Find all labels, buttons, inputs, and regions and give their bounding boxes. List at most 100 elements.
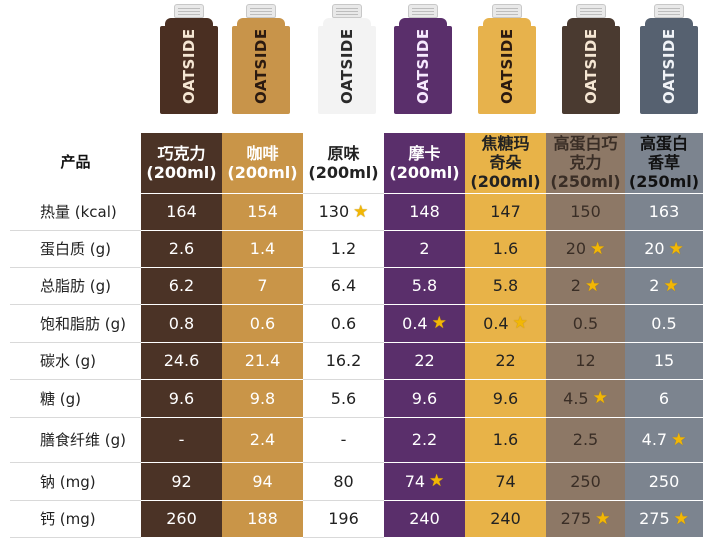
cell-value: 12	[575, 351, 596, 370]
cell-value: 0.4	[402, 313, 428, 333]
cell-value: 20	[644, 239, 665, 258]
column-header-size: (200ml)	[146, 162, 217, 182]
carton-cap	[408, 4, 438, 18]
table-cell: 1.6	[465, 417, 546, 463]
cell-wrapper: 2 ★	[649, 276, 678, 296]
table-cell: 16.2	[303, 342, 384, 380]
cell-value: 2	[419, 239, 430, 258]
carton-body	[478, 26, 536, 114]
cell-value: 2	[570, 276, 581, 295]
carton-brand-logo: OATSIDE	[498, 28, 516, 104]
cell-value: 2.6	[168, 239, 195, 258]
cell-wrapper: 24.6	[164, 351, 200, 370]
cell-value: 22	[414, 351, 435, 370]
cell-wrapper: 9.6	[412, 389, 437, 408]
table-cell: 2.2	[384, 417, 465, 463]
cell-value: 163	[648, 202, 680, 221]
row-label: 碳水 (g)	[10, 342, 141, 380]
cell-value: 0.4	[483, 313, 509, 333]
table-cell: 240	[465, 500, 546, 538]
carton-top	[645, 18, 693, 28]
cell-wrapper: 163	[649, 202, 680, 221]
column-header: 摩卡 (200ml)	[384, 133, 465, 194]
carton-top	[165, 18, 213, 28]
table-cell: -	[303, 417, 384, 463]
cell-wrapper: 0.4 ★	[483, 313, 528, 333]
cell-value: 2	[649, 276, 660, 295]
cell-value: 9.6	[168, 388, 195, 408]
cell-wrapper: 2.5	[573, 430, 598, 449]
cell-wrapper: 1.6	[493, 430, 518, 449]
table-cell: 5.8	[465, 267, 546, 305]
cell-wrapper: 0.5	[573, 314, 598, 333]
table-cell: 130 ★	[303, 193, 384, 231]
table-cell: 0.5	[546, 304, 625, 343]
product-carton-image: OATSIDE	[232, 4, 290, 116]
cell-wrapper: 6.4	[331, 276, 356, 295]
table-cell: 12	[546, 342, 625, 380]
table-cell: 20 ★	[625, 230, 703, 268]
row-label: 糖 (g)	[10, 379, 141, 418]
cell-wrapper: 1.6	[493, 239, 518, 258]
cell-wrapper: 250	[570, 472, 601, 491]
table-cell: 5.8	[384, 267, 465, 305]
table-cell: 24.6	[141, 342, 222, 380]
table-cell: 260	[141, 500, 222, 538]
cell-wrapper: 9.8	[250, 389, 275, 408]
table-cell: 147	[465, 193, 546, 231]
row-label: 饱和脂肪 (g)	[10, 304, 141, 343]
cell-wrapper: 196	[328, 509, 359, 528]
cell-wrapper: 260	[166, 509, 197, 528]
star-icon: ★	[668, 238, 684, 259]
carton-body	[232, 26, 290, 114]
star-icon: ★	[353, 201, 369, 222]
cell-value: 7	[257, 276, 268, 295]
cell-wrapper: 147	[490, 202, 521, 221]
table-cell: 196	[303, 500, 384, 538]
cell-value: 2.5	[572, 430, 599, 449]
cell-wrapper: 0.6	[250, 314, 275, 333]
cell-wrapper: 164	[166, 202, 197, 221]
table-cell: 2	[384, 230, 465, 268]
cell-wrapper: 2	[419, 239, 429, 258]
table-cell: 188	[222, 500, 303, 538]
carton-top	[399, 18, 447, 28]
carton-cap	[246, 4, 276, 18]
cell-wrapper: 9.6	[169, 389, 194, 408]
cell-value: 188	[247, 509, 278, 528]
cell-wrapper: 130 ★	[319, 202, 369, 222]
cell-value: 275	[639, 509, 670, 528]
product-carton-image: OATSIDE	[160, 4, 218, 116]
carton-body	[160, 26, 218, 114]
cell-value: 0.8	[168, 313, 195, 333]
cell-value: 1.4	[249, 239, 276, 258]
row-label: 热量 (kcal)	[10, 193, 141, 231]
table-row: 钠 (mg) 92 94 80 74 ★ 74 250 250	[10, 462, 703, 501]
cell-value: 9.6	[411, 388, 438, 408]
cell-value: 260	[166, 509, 197, 528]
cell-value: -	[178, 430, 185, 449]
cell-wrapper: 74 ★	[405, 471, 445, 491]
table-row: 热量 (kcal) 164 154 130 ★ 148 147 150 163	[10, 193, 703, 231]
cell-value: 6.4	[330, 276, 357, 295]
star-icon: ★	[431, 313, 447, 333]
cell-value: 130	[318, 202, 350, 221]
table-cell: 150	[546, 193, 625, 231]
cell-wrapper: 21.4	[245, 351, 281, 370]
table-cell: 2.6	[141, 230, 222, 268]
column-header-size: (250ml)	[550, 172, 621, 192]
cell-wrapper: 2.6	[169, 239, 194, 258]
cell-value: 15	[653, 351, 675, 370]
column-header: 原味 (200ml)	[303, 133, 384, 194]
cell-wrapper: 0.8	[169, 314, 194, 333]
cell-value: -	[340, 430, 347, 449]
product-carton-image: OATSIDE	[478, 4, 536, 116]
table-cell: 250	[625, 462, 703, 501]
star-icon: ★	[429, 471, 445, 491]
cell-wrapper: 7	[257, 276, 267, 295]
cell-wrapper: 2.4	[250, 430, 275, 449]
cell-wrapper: 0.4 ★	[402, 313, 447, 333]
column-header: 高蛋白巧 克力 (250ml)	[546, 133, 625, 194]
cell-value: 240	[490, 509, 521, 528]
row-label: 蛋白质 (g)	[10, 230, 141, 268]
